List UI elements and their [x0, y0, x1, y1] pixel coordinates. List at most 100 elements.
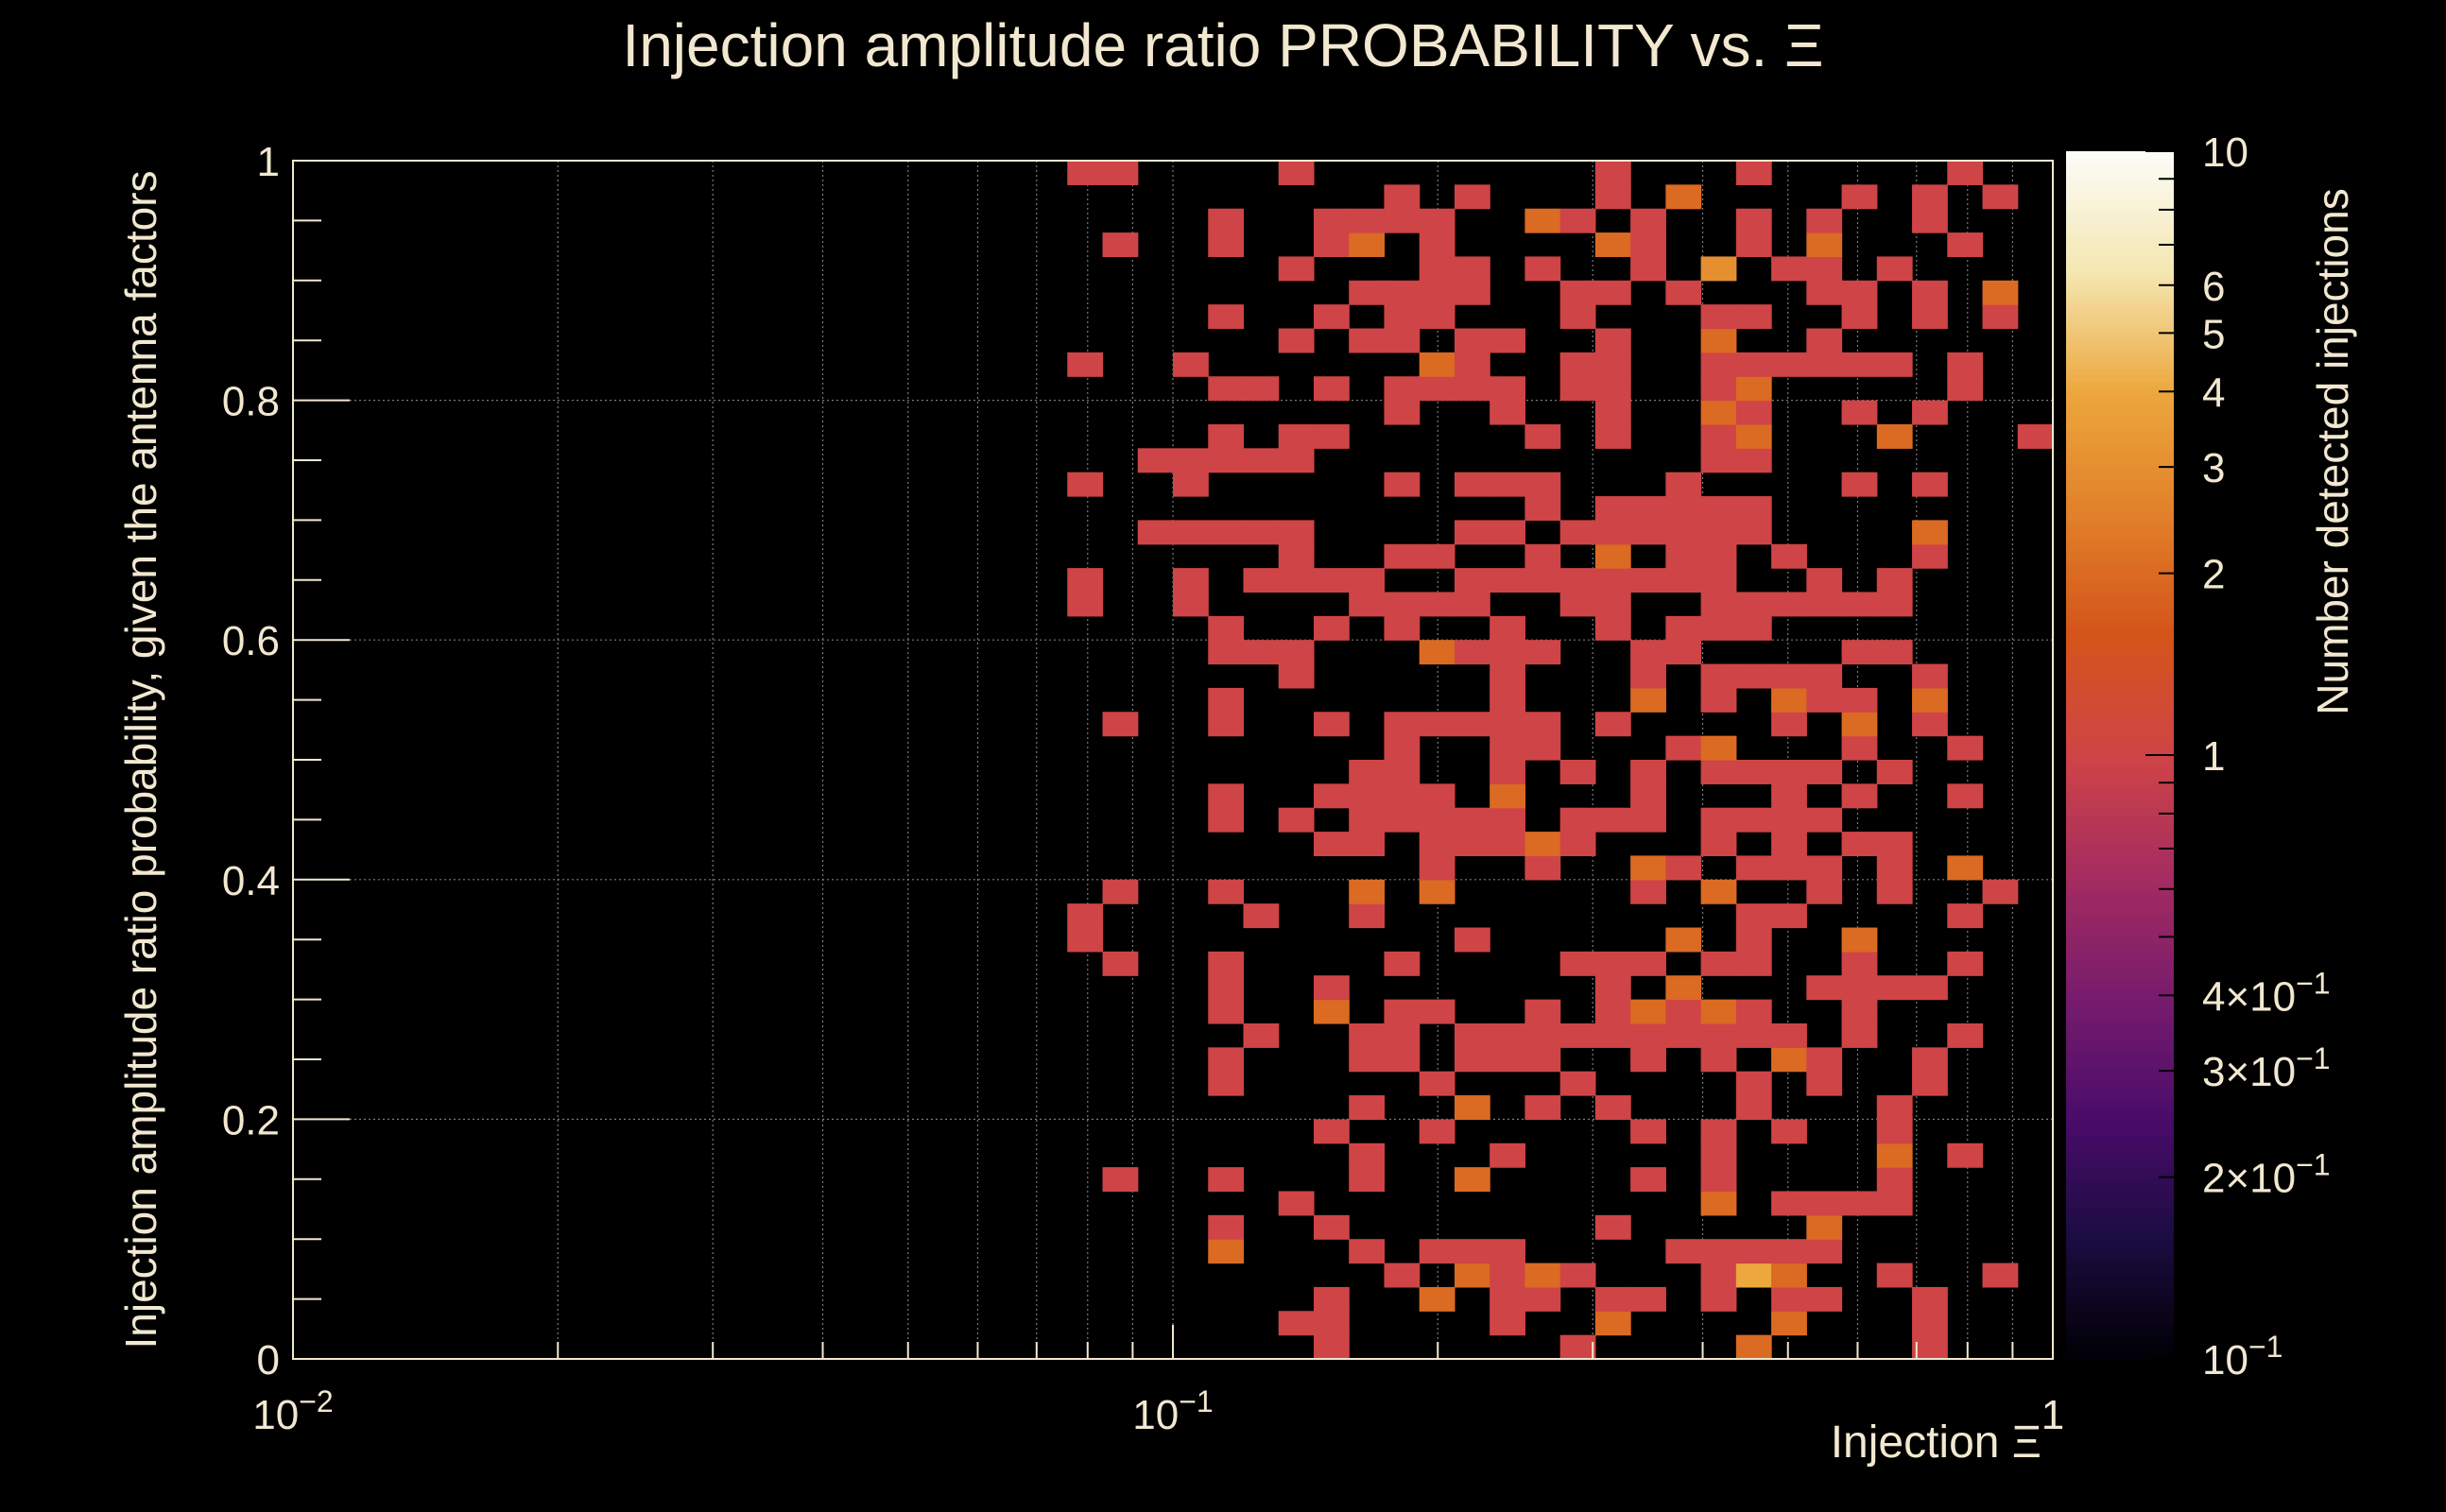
- heatmap-cell: [1806, 208, 1843, 233]
- heatmap-cell: [1419, 999, 1456, 1024]
- heatmap-cell: [1806, 855, 1843, 881]
- heatmap-cell: [1524, 855, 1561, 881]
- color-scale-step: [2066, 199, 2174, 207]
- heatmap-cell: [1912, 280, 1948, 305]
- heatmap-cell: [1982, 280, 2019, 305]
- heatmap-cell: [1630, 256, 1666, 282]
- heatmap-cell: [1208, 783, 1245, 809]
- heatmap-cell: [1947, 783, 1984, 809]
- heatmap-cell: [1278, 807, 1315, 833]
- color-scale-step: [2066, 549, 2174, 557]
- heatmap-cell: [1665, 472, 1702, 497]
- heatmap-cell: [1490, 832, 1525, 857]
- color-scale-step: [2066, 761, 2174, 768]
- heatmap-cell: [1700, 1286, 1737, 1312]
- heatmap-cell: [1419, 712, 1456, 737]
- color-scale-step: [2066, 700, 2174, 708]
- heatmap-cell: [1313, 1214, 1350, 1240]
- color-scale-step: [2066, 1074, 2174, 1082]
- heatmap-cell: [1912, 1047, 1948, 1073]
- heatmap-cell: [1173, 352, 1209, 377]
- heatmap-cell: [1912, 520, 1948, 545]
- color-scale-step: [2066, 1310, 2174, 1318]
- color-scale-step: [2066, 658, 2174, 665]
- color-scale-step: [2066, 990, 2174, 998]
- heatmap-cell: [1208, 1167, 1245, 1193]
- heatmap-cell: [1771, 1239, 1807, 1264]
- heatmap-cell: [1243, 640, 1280, 665]
- color-scale-step: [2066, 1347, 2174, 1354]
- heatmap-cell: [1349, 760, 1386, 784]
- color-scale-step: [2066, 695, 2174, 702]
- x-tick-label: 10−1: [1132, 1384, 1213, 1438]
- heatmap-cell: [1735, 161, 1772, 185]
- heatmap-cell: [1876, 352, 1913, 377]
- heatmap-cell: [1419, 807, 1456, 833]
- heatmap-cell: [1771, 663, 1807, 689]
- heatmap-cell: [1278, 543, 1315, 569]
- color-scale-step: [2066, 1322, 2174, 1330]
- heatmap-cell: [1594, 1311, 1631, 1336]
- heatmap-cell: [1982, 184, 2019, 210]
- heatmap-cell: [1982, 304, 2019, 330]
- heatmap-cell: [1665, 735, 1702, 761]
- heatmap-cell: [1559, 1334, 1596, 1360]
- heatmap-cell: [1490, 760, 1525, 784]
- heatmap-cell: [1419, 256, 1456, 282]
- heatmap-cell: [1630, 208, 1666, 233]
- color-scale-step: [2066, 857, 2174, 865]
- heatmap-cell: [1349, 1095, 1386, 1120]
- heatmap-cell: [1630, 687, 1666, 713]
- heatmap-cell: [1454, 280, 1490, 305]
- heatmap-cell: [1524, 832, 1561, 857]
- heatmap-cell: [1630, 1286, 1666, 1312]
- heatmap-cell: [1876, 832, 1913, 857]
- heatmap-cell: [1912, 1334, 1948, 1360]
- color-scale-step: [2066, 586, 2174, 593]
- color-scale-step: [2066, 380, 2174, 388]
- heatmap-cell: [1700, 352, 1737, 377]
- heatmap-cell: [1594, 1095, 1631, 1120]
- heatmap-cell: [1735, 1334, 1772, 1360]
- color-scale-step: [2066, 652, 2174, 660]
- color-scale-step: [2066, 537, 2174, 545]
- heatmap-cell: [1700, 400, 1737, 425]
- heatmap-cell: [1735, 1022, 1772, 1048]
- heatmap-cell: [1419, 232, 1456, 258]
- heatmap-cell: [1559, 760, 1596, 784]
- color-scale-step: [2066, 531, 2174, 539]
- color-scale-step: [2066, 1081, 2174, 1089]
- heatmap-cell: [1630, 663, 1666, 689]
- heatmap-cell: [1630, 951, 1666, 976]
- heatmap-cell: [1208, 448, 1245, 473]
- color-scale-step: [2066, 592, 2174, 599]
- heatmap-cell: [1594, 568, 1631, 593]
- heatmap-cell: [1278, 663, 1315, 689]
- heatmap-cell: [1735, 352, 1772, 377]
- color-scale-step: [2066, 1226, 2174, 1233]
- heatmap-cell: [1841, 927, 1878, 953]
- color-scale-step: [2066, 561, 2174, 569]
- heatmap-cell: [1700, 1119, 1737, 1144]
- color-scale-step: [2066, 1208, 2174, 1215]
- heatmap-cell: [1454, 1047, 1490, 1073]
- color-scale-tick-label: 10−1: [2202, 1330, 2282, 1383]
- heatmap-cell: [1594, 543, 1631, 569]
- heatmap-cell: [1876, 640, 1913, 665]
- heatmap-cell: [1841, 783, 1878, 809]
- heatmap-cell: [1313, 1119, 1350, 1144]
- color-scale-step: [2066, 1051, 2174, 1058]
- heatmap-cell: [1771, 1286, 1807, 1312]
- heatmap-cell: [1208, 376, 1245, 402]
- heatmap-cell: [1630, 568, 1666, 593]
- color-scale-step: [2066, 1280, 2174, 1288]
- heatmap-cell: [1841, 472, 1878, 497]
- heatmap-cell: [1559, 1263, 1596, 1288]
- heatmap-cell: [1982, 1263, 2019, 1288]
- color-scale-step: [2066, 1099, 2174, 1107]
- heatmap-cell: [1419, 783, 1456, 809]
- color-scale-step: [2066, 773, 2174, 781]
- heatmap-cell: [1876, 1095, 1913, 1120]
- heatmap-cell: [1559, 1071, 1596, 1096]
